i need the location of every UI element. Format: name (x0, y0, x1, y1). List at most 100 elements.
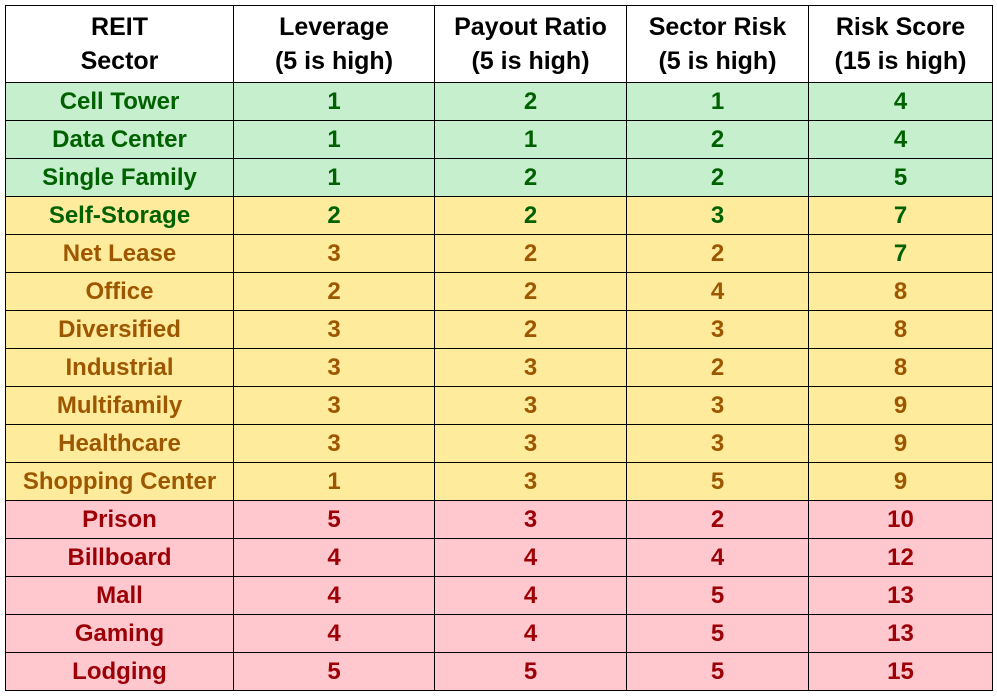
header-row: REIT Sector Leverage (5 is high) Payout … (5, 5, 993, 83)
table-row: Prison 5 3 2 10 (5, 500, 993, 539)
header-payout-line2: (5 is high) (471, 47, 590, 75)
payout-ratio-cell: 5 (434, 652, 627, 691)
sector-cell: Multifamily (5, 386, 234, 425)
table-row: Single Family 1 2 2 5 (5, 158, 993, 197)
sector-risk-cell: 4 (626, 538, 809, 577)
payout-ratio-cell: 3 (434, 424, 627, 463)
header-sector-risk-line2: (5 is high) (658, 47, 777, 75)
sector-cell: Gaming (5, 614, 234, 653)
leverage-cell: 1 (233, 120, 435, 159)
sector-risk-cell: 2 (626, 120, 809, 159)
table-row: Diversified 3 2 3 8 (5, 310, 993, 349)
risk-score-cell: 9 (808, 386, 993, 425)
payout-ratio-cell: 4 (434, 614, 627, 653)
payout-ratio-cell: 3 (434, 348, 627, 387)
payout-ratio-cell: 2 (434, 272, 627, 311)
leverage-cell: 3 (233, 424, 435, 463)
leverage-cell: 3 (233, 310, 435, 349)
sector-risk-cell: 1 (626, 82, 809, 121)
table-row: Net Lease 3 2 2 7 (5, 234, 993, 273)
header-sector-line2: Sector (80, 47, 159, 75)
header-sector: REIT Sector (5, 5, 234, 83)
risk-score-cell: 4 (808, 82, 993, 121)
sector-risk-cell: 2 (626, 234, 809, 273)
sector-risk-cell: 2 (626, 500, 809, 539)
payout-ratio-cell: 3 (434, 500, 627, 539)
risk-score-cell: 13 (808, 576, 993, 615)
sector-cell: Shopping Center (5, 462, 234, 501)
sector-cell: Single Family (5, 158, 234, 197)
leverage-cell: 5 (233, 500, 435, 539)
header-risk-score: Risk Score (15 is high) (808, 5, 993, 83)
sector-risk-cell: 4 (626, 272, 809, 311)
table-row: Mall 4 4 5 13 (5, 576, 993, 615)
reit-risk-table: REIT Sector Leverage (5 is high) Payout … (5, 5, 993, 691)
table-row: Data Center 1 1 2 4 (5, 120, 993, 159)
leverage-cell: 4 (233, 538, 435, 577)
sector-cell: Billboard (5, 538, 234, 577)
leverage-cell: 1 (233, 82, 435, 121)
sector-cell: Mall (5, 576, 234, 615)
header-sector-risk: Sector Risk (5 is high) (626, 5, 809, 83)
leverage-cell: 1 (233, 462, 435, 501)
sector-cell: Net Lease (5, 234, 234, 273)
risk-score-cell: 5 (808, 158, 993, 197)
payout-ratio-cell: 2 (434, 158, 627, 197)
sector-risk-cell: 2 (626, 158, 809, 197)
table-row: Gaming 4 4 5 13 (5, 614, 993, 653)
sector-cell: Self-Storage (5, 196, 234, 235)
sector-risk-cell: 3 (626, 310, 809, 349)
sector-cell: Data Center (5, 120, 234, 159)
risk-score-cell: 13 (808, 614, 993, 653)
risk-score-cell: 9 (808, 424, 993, 463)
sector-risk-cell: 5 (626, 614, 809, 653)
leverage-cell: 3 (233, 386, 435, 425)
risk-score-cell: 12 (808, 538, 993, 577)
table-row: Cell Tower 1 2 1 4 (5, 82, 993, 121)
leverage-cell: 2 (233, 196, 435, 235)
risk-score-cell: 8 (808, 348, 993, 387)
table-row: Office 2 2 4 8 (5, 272, 993, 311)
table-row: Self-Storage 2 2 3 7 (5, 196, 993, 235)
leverage-cell: 2 (233, 272, 435, 311)
sector-risk-cell: 5 (626, 576, 809, 615)
risk-score-cell: 7 (808, 196, 993, 235)
payout-ratio-cell: 4 (434, 538, 627, 577)
payout-ratio-cell: 2 (434, 310, 627, 349)
payout-ratio-cell: 2 (434, 82, 627, 121)
risk-score-cell: 8 (808, 310, 993, 349)
table-row: Healthcare 3 3 3 9 (5, 424, 993, 463)
payout-ratio-cell: 1 (434, 120, 627, 159)
leverage-cell: 5 (233, 652, 435, 691)
table-row: Lodging 5 5 5 15 (5, 652, 993, 691)
header-leverage-line1: Leverage (279, 13, 389, 41)
risk-score-cell: 15 (808, 652, 993, 691)
sector-risk-cell: 2 (626, 348, 809, 387)
table-row: Billboard 4 4 4 12 (5, 538, 993, 577)
sector-risk-cell: 5 (626, 462, 809, 501)
sector-cell: Prison (5, 500, 234, 539)
sector-cell: Office (5, 272, 234, 311)
header-payout-line1: Payout Ratio (454, 13, 607, 41)
sector-cell: Diversified (5, 310, 234, 349)
sector-risk-cell: 3 (626, 386, 809, 425)
leverage-cell: 4 (233, 614, 435, 653)
sector-cell: Industrial (5, 348, 234, 387)
sector-cell: Cell Tower (5, 82, 234, 121)
header-sector-line1: REIT (91, 13, 148, 41)
payout-ratio-cell: 3 (434, 386, 627, 425)
risk-score-cell: 9 (808, 462, 993, 501)
risk-score-cell: 8 (808, 272, 993, 311)
leverage-cell: 3 (233, 234, 435, 273)
sector-risk-cell: 3 (626, 196, 809, 235)
payout-ratio-cell: 2 (434, 196, 627, 235)
header-payout-ratio: Payout Ratio (5 is high) (434, 5, 627, 83)
payout-ratio-cell: 4 (434, 576, 627, 615)
payout-ratio-cell: 3 (434, 462, 627, 501)
header-risk-score-line2: (15 is high) (834, 47, 967, 75)
leverage-cell: 1 (233, 158, 435, 197)
sector-cell: Lodging (5, 652, 234, 691)
leverage-cell: 3 (233, 348, 435, 387)
table-row: Multifamily 3 3 3 9 (5, 386, 993, 425)
header-risk-score-line1: Risk Score (835, 13, 966, 41)
